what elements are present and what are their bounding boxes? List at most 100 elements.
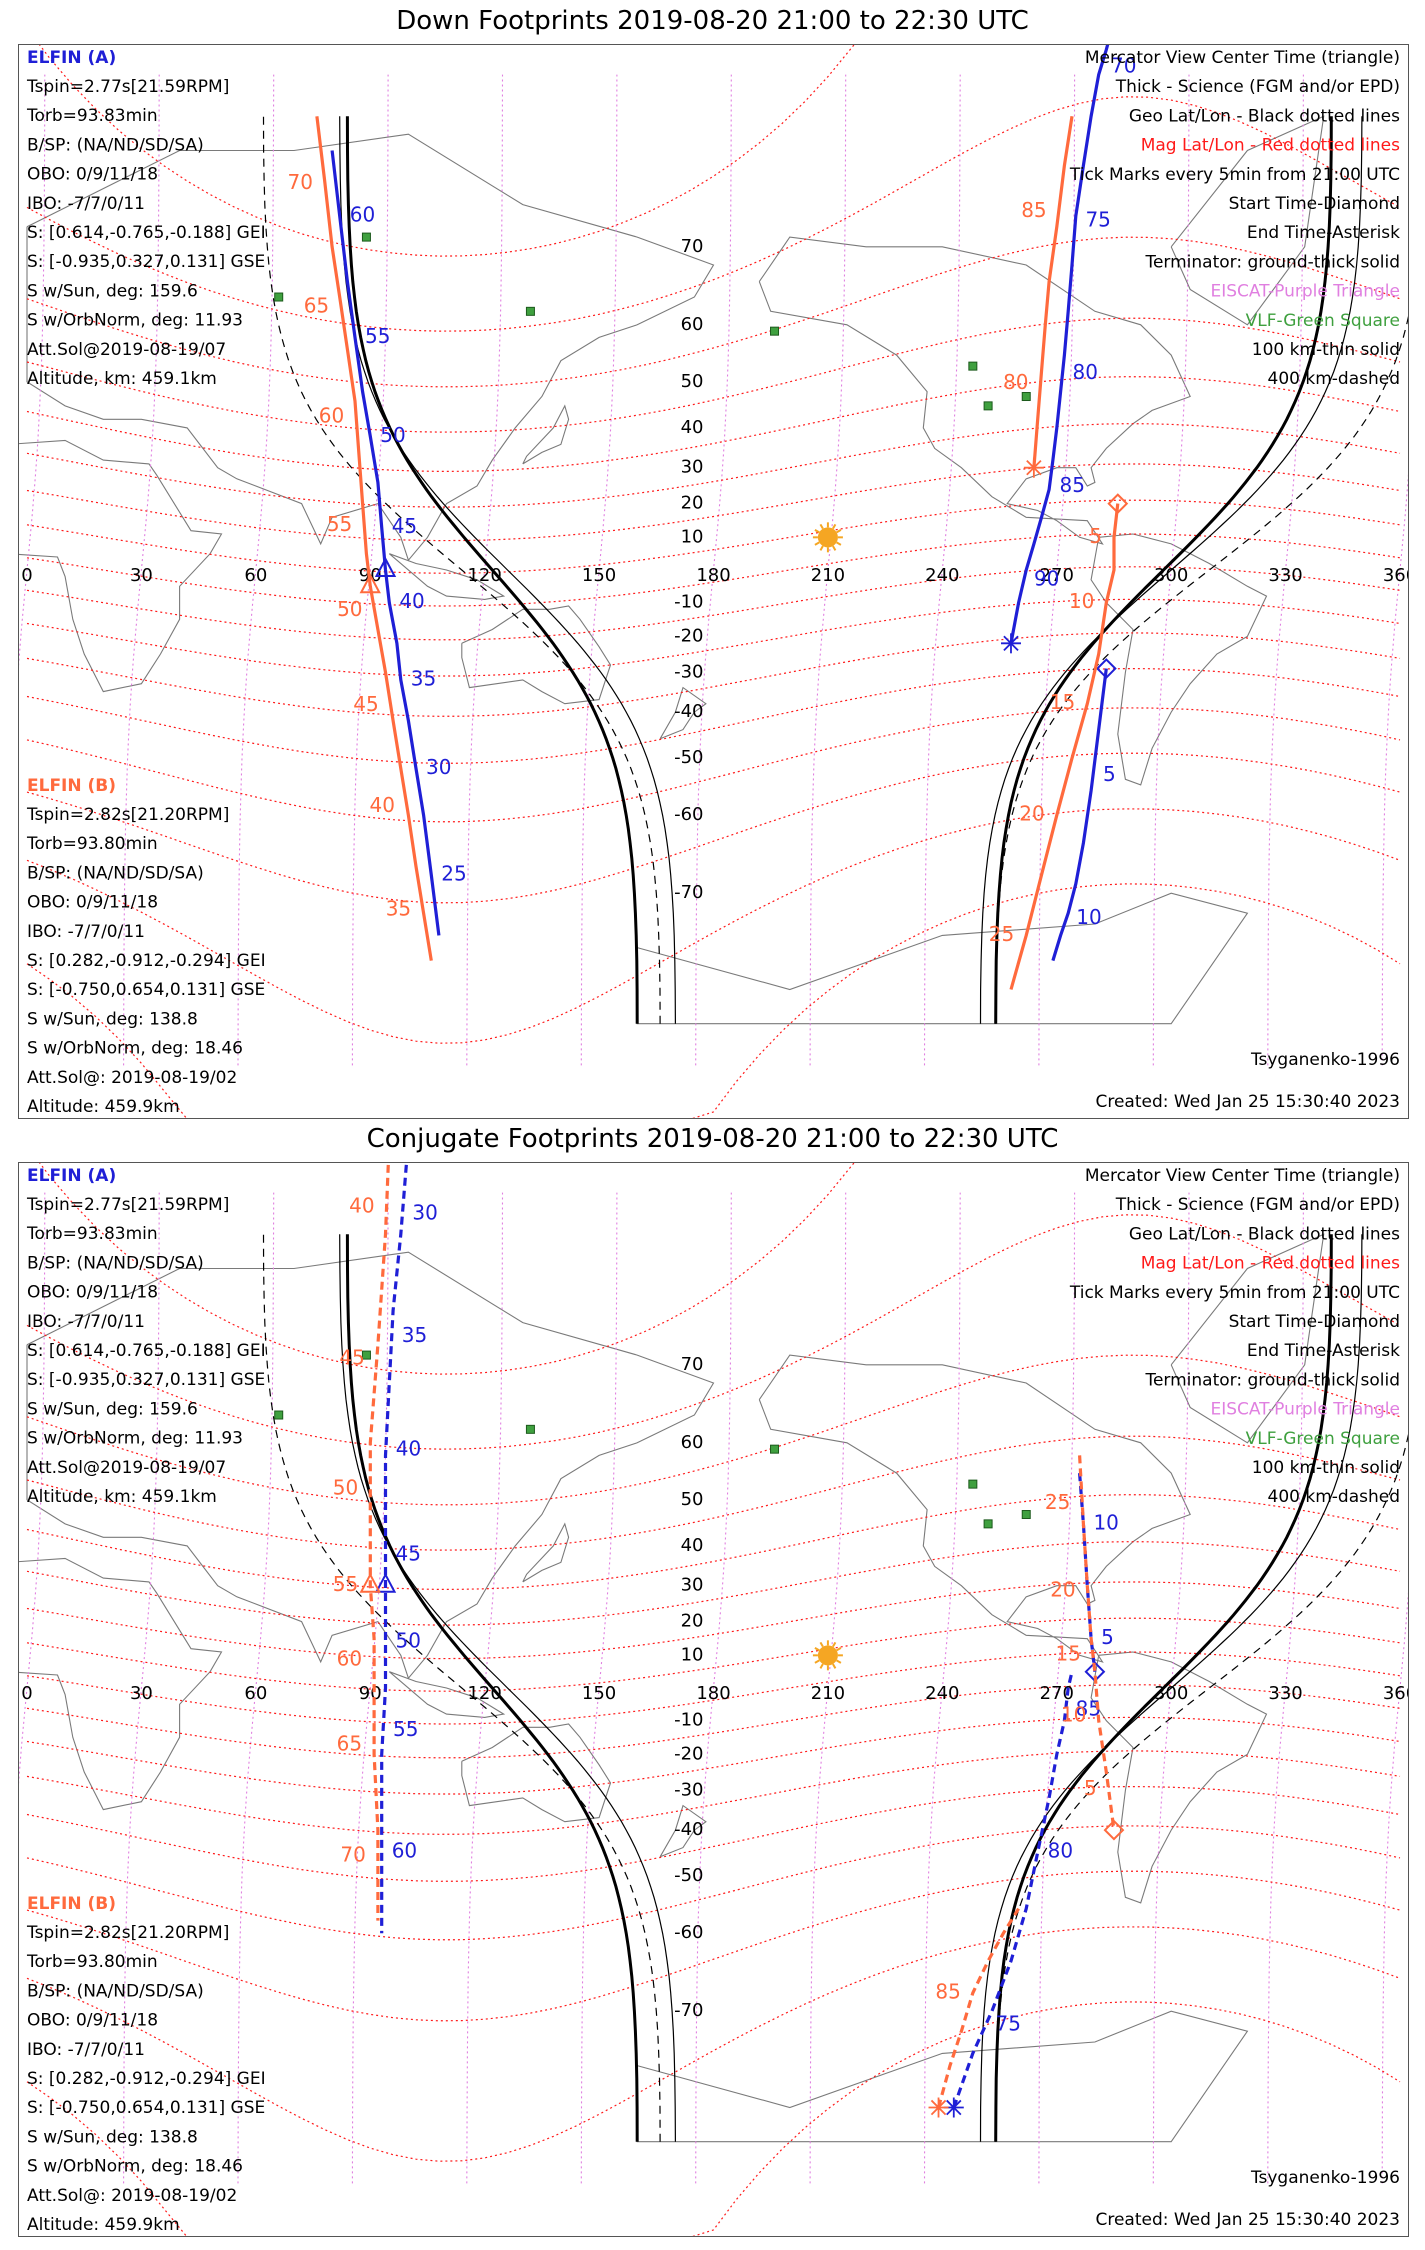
elfin-b-info-line: Att.Sol@: 2019-08-19/02 bbox=[27, 2186, 237, 2206]
geo-meridian bbox=[351, 74, 389, 1066]
mag-lat-line bbox=[26, 598, 1401, 677]
elfin-b-info-line: Att.Sol@: 2019-08-19/02 bbox=[27, 1068, 237, 1088]
x-tick-label: 330 bbox=[1268, 565, 1302, 586]
coastline bbox=[19, 1557, 223, 1811]
track-time-label: 85 bbox=[1021, 198, 1046, 222]
x-tick-label: 300 bbox=[1154, 565, 1188, 586]
geo-meridian bbox=[237, 1192, 275, 2184]
mag-lat-line bbox=[26, 236, 1401, 388]
coastline bbox=[758, 1354, 1191, 1663]
elfin-a-info-line: S: [0.614,-0.765,-0.188] GEI bbox=[27, 223, 266, 243]
sun-ray bbox=[819, 1663, 824, 1669]
elfin-b-info-line: IBO: -7/7/0/11 bbox=[27, 922, 145, 942]
elfin-a-track bbox=[330, 150, 441, 936]
geo-meridian bbox=[580, 74, 618, 1066]
track-time-label: 80 bbox=[1048, 1839, 1073, 1863]
coastline bbox=[659, 1804, 707, 1858]
geo-meridian bbox=[809, 74, 847, 1066]
end-time-asterisk bbox=[1023, 457, 1044, 478]
coastline bbox=[26, 133, 715, 562]
track-time-label: 10 bbox=[1093, 1510, 1118, 1534]
geo-meridian bbox=[123, 1192, 160, 2184]
y-tick-label: 20 bbox=[681, 1611, 704, 1632]
elfin-a-track bbox=[1009, 45, 1110, 644]
x-tick-label: 120 bbox=[467, 1683, 501, 1704]
elfin-b-track bbox=[1009, 503, 1120, 990]
asterisk-stroke bbox=[946, 2099, 962, 2116]
elfin-a-info-line: OBO: 0/9/11/18 bbox=[27, 1283, 158, 1303]
elfin-a-info-line: Att.Sol@2019-08-19/07 bbox=[27, 1458, 226, 1478]
sun-icon bbox=[812, 1640, 843, 1671]
elfin-a-track bbox=[1078, 1472, 1097, 1672]
legend-line: EISCAT-Purple Triangle bbox=[1210, 1400, 1400, 1420]
track-time-label: 10 bbox=[1061, 1702, 1086, 1726]
green-square-icon bbox=[361, 1350, 371, 1360]
y-tick-label: 70 bbox=[681, 1354, 704, 1375]
legend-line: VLF-Green Square bbox=[1246, 1429, 1400, 1449]
legend-line: Mercator View Center Time (triangle) bbox=[1085, 48, 1400, 68]
x-tick-label: 150 bbox=[582, 565, 616, 586]
elfin-b-info-line: S: [0.282,-0.912,-0.294] GEI bbox=[27, 951, 266, 971]
coastline bbox=[388, 553, 506, 600]
conjugate-footprints-map: 0 30 60 90 120 150 180 210 240 270 300 330 360 70 60 50… bbox=[19, 1163, 1408, 2236]
sun-ray bbox=[814, 1659, 820, 1664]
legend-line: Mag Lat/Lon - Red dotted lines bbox=[1141, 1254, 1400, 1274]
x-tick-label: 240 bbox=[925, 1683, 959, 1704]
legend-line: Thick - Science (FGM and/or EPD) bbox=[1115, 77, 1400, 97]
track-time-label: 25 bbox=[989, 922, 1014, 946]
sun-ray bbox=[832, 1641, 837, 1648]
geo-meridian bbox=[580, 1192, 618, 2184]
elfin-b-info-line: S w/OrbNorm, deg: 18.46 bbox=[27, 1039, 243, 1059]
y-tick-label: 30 bbox=[681, 1575, 704, 1596]
legend-line: Mercator View Center Time (triangle) bbox=[1085, 1166, 1400, 1186]
x-tick-label: 270 bbox=[1040, 1683, 1074, 1704]
x-tick-label: 240 bbox=[925, 565, 959, 586]
track-time-label: 85 bbox=[935, 1980, 960, 2004]
y-tick-label: 40 bbox=[681, 1535, 704, 1556]
mag-lat-line bbox=[26, 752, 1401, 904]
elfin-a-info-line: IBO: -7/7/0/11 bbox=[27, 1312, 145, 1332]
track-time-label: 50 bbox=[337, 597, 362, 621]
legend-line: Tick Marks every 5min from 21:00 UTC bbox=[1069, 1283, 1400, 1303]
sun-icon bbox=[812, 522, 843, 553]
x-tick-label: 300 bbox=[1154, 1683, 1188, 1704]
sun-ray bbox=[819, 523, 824, 530]
sun-ray bbox=[819, 545, 824, 551]
chart-title-down: Down Footprints 2019-08-20 21:00 to 22:3… bbox=[396, 6, 1029, 36]
elfin-b-info-line: S w/OrbNorm, deg: 18.46 bbox=[27, 2157, 243, 2177]
elfin-a-info-line: S w/OrbNorm, deg: 11.93 bbox=[27, 311, 243, 331]
terminator-line bbox=[979, 1234, 1363, 2142]
geo-meridian bbox=[351, 1192, 389, 2184]
terminator-line bbox=[345, 1234, 639, 2142]
mag-lat-line bbox=[26, 808, 1401, 1044]
y-tick-label: -40 bbox=[674, 1819, 703, 1840]
track-time-label: 35 bbox=[402, 1323, 427, 1347]
track-time-label: 40 bbox=[396, 1437, 421, 1461]
x-tick-label: 270 bbox=[1040, 565, 1074, 586]
y-tick-label: -10 bbox=[674, 592, 703, 613]
legend-line: Terminator: ground-thick solid bbox=[1144, 252, 1400, 272]
green-square-icon bbox=[968, 361, 978, 371]
elfin-a-info-line: S: [-0.935,0.327,0.131] GSE bbox=[27, 1370, 265, 1390]
center-time-triangle bbox=[374, 556, 397, 577]
geo-meridian bbox=[1267, 1192, 1304, 2184]
elfin-b-info-line: Torb=93.80min bbox=[26, 834, 158, 854]
legend-line: End Time-Asterisk bbox=[1247, 1341, 1400, 1361]
elfin-a-track bbox=[952, 1671, 1074, 2109]
track-time-label: 60 bbox=[392, 1839, 417, 1863]
terminator-line bbox=[994, 116, 1333, 1024]
coastline bbox=[636, 2010, 1249, 2143]
legend-line: End Time-Asterisk bbox=[1247, 223, 1400, 243]
mag-lat-line bbox=[26, 1684, 1401, 1759]
mag-lat-line bbox=[26, 1354, 1401, 1506]
elfin-b-info-line: S: [-0.750,0.654,0.131] GSE bbox=[27, 2098, 265, 2118]
mag-lat-line bbox=[26, 533, 1401, 607]
y-tick-label: -50 bbox=[674, 1865, 703, 1886]
elfin-a-heading: ELFIN (A) bbox=[27, 1166, 116, 1186]
track-time-label: 75 bbox=[996, 2012, 1021, 2036]
elfin-b-info-line: IBO: -7/7/0/11 bbox=[27, 2040, 145, 2060]
legend-line: 100 km-thin solid bbox=[1252, 1458, 1400, 1478]
coastline bbox=[1090, 1651, 1268, 1904]
start-time-diamond bbox=[1103, 1819, 1125, 1841]
plot-panel-down: 0 30 60 90 120 150 180 210 240 270 300 330 360 70 60 50… bbox=[18, 44, 1409, 1119]
